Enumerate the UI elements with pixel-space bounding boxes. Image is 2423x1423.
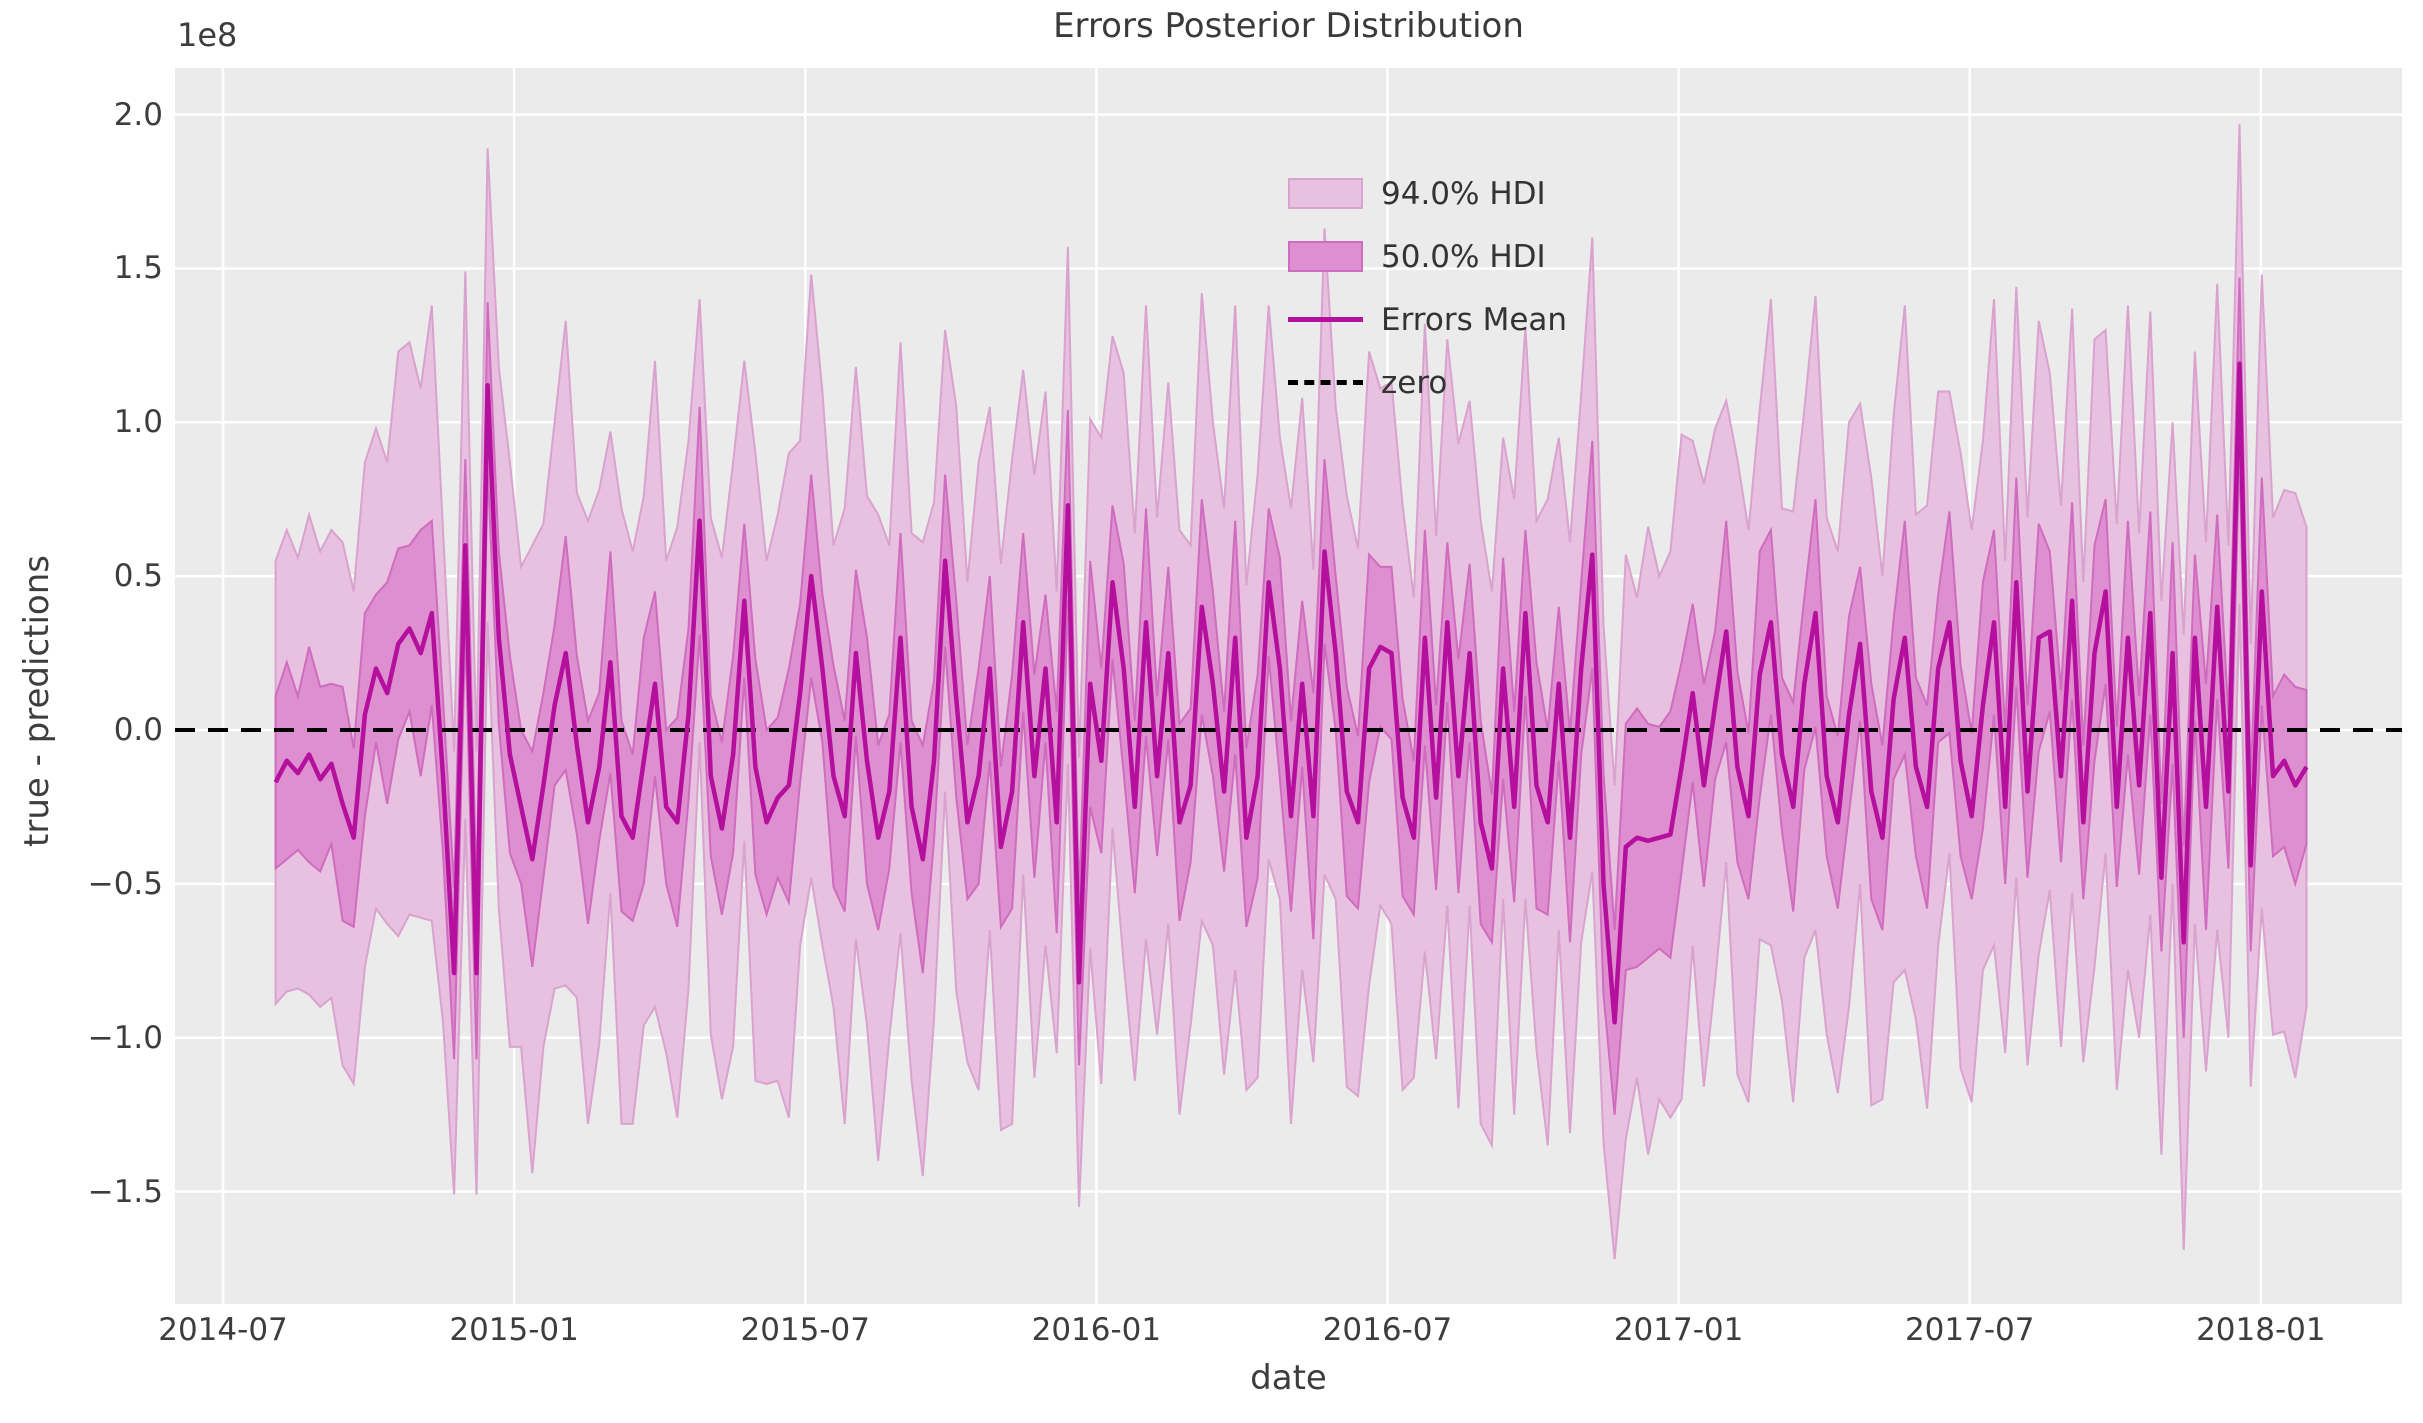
x-tick-label: 2017-07: [1904, 1312, 2035, 1348]
y-tick-label: 1.0: [113, 404, 163, 441]
hdi94-swatch-icon: [1288, 178, 1363, 209]
legend-item-hdi94: 94.0% HDI: [1288, 162, 1567, 225]
y-axis-offset-label: 1e8: [177, 16, 238, 54]
y-tick-label: −1.5: [87, 1173, 163, 1210]
x-axis-label: date: [1250, 1358, 1327, 1398]
x-tick-label: 2016-07: [1322, 1312, 1453, 1348]
y-tick-label: −1.0: [87, 1019, 163, 1056]
x-tick-label: 2016-01: [1031, 1312, 1162, 1348]
legend: 94.0% HDI 50.0% HDI Errors Mean zero: [1288, 162, 1567, 414]
legend-item-zero: zero: [1288, 351, 1567, 414]
legend-label: Errors Mean: [1381, 301, 1568, 338]
x-tick-label: 2015-01: [449, 1312, 579, 1348]
y-tick-label: 0.5: [113, 558, 163, 595]
y-tick-label: 2.0: [113, 96, 163, 133]
y-tick-label: 0.0: [113, 712, 163, 748]
legend-label: zero: [1381, 364, 1448, 401]
legend-label: 50.0% HDI: [1381, 238, 1546, 275]
y-axis-label: true - predictions: [17, 555, 57, 847]
chart-canvas: [175, 68, 2402, 1304]
mean-line-swatch-icon: [1288, 317, 1363, 322]
legend-item-mean: Errors Mean: [1288, 288, 1567, 351]
x-tick-label: 2014-07: [158, 1312, 288, 1348]
zero-line-swatch-icon: [1288, 380, 1363, 385]
x-tick-label: 2017-01: [1613, 1312, 1744, 1348]
plot-area: 94.0% HDI 50.0% HDI Errors Mean zero: [175, 68, 2402, 1304]
chart-title: Errors Posterior Distribution: [1053, 6, 1524, 46]
x-tick-label: 2018-01: [2196, 1312, 2326, 1348]
y-tick-label: −0.5: [87, 865, 163, 902]
y-tick-label: 1.5: [113, 250, 163, 287]
legend-item-hdi50: 50.0% HDI: [1288, 225, 1567, 288]
x-tick-label: 2015-07: [740, 1312, 870, 1348]
hdi50-swatch-icon: [1288, 241, 1363, 272]
legend-label: 94.0% HDI: [1381, 175, 1546, 212]
